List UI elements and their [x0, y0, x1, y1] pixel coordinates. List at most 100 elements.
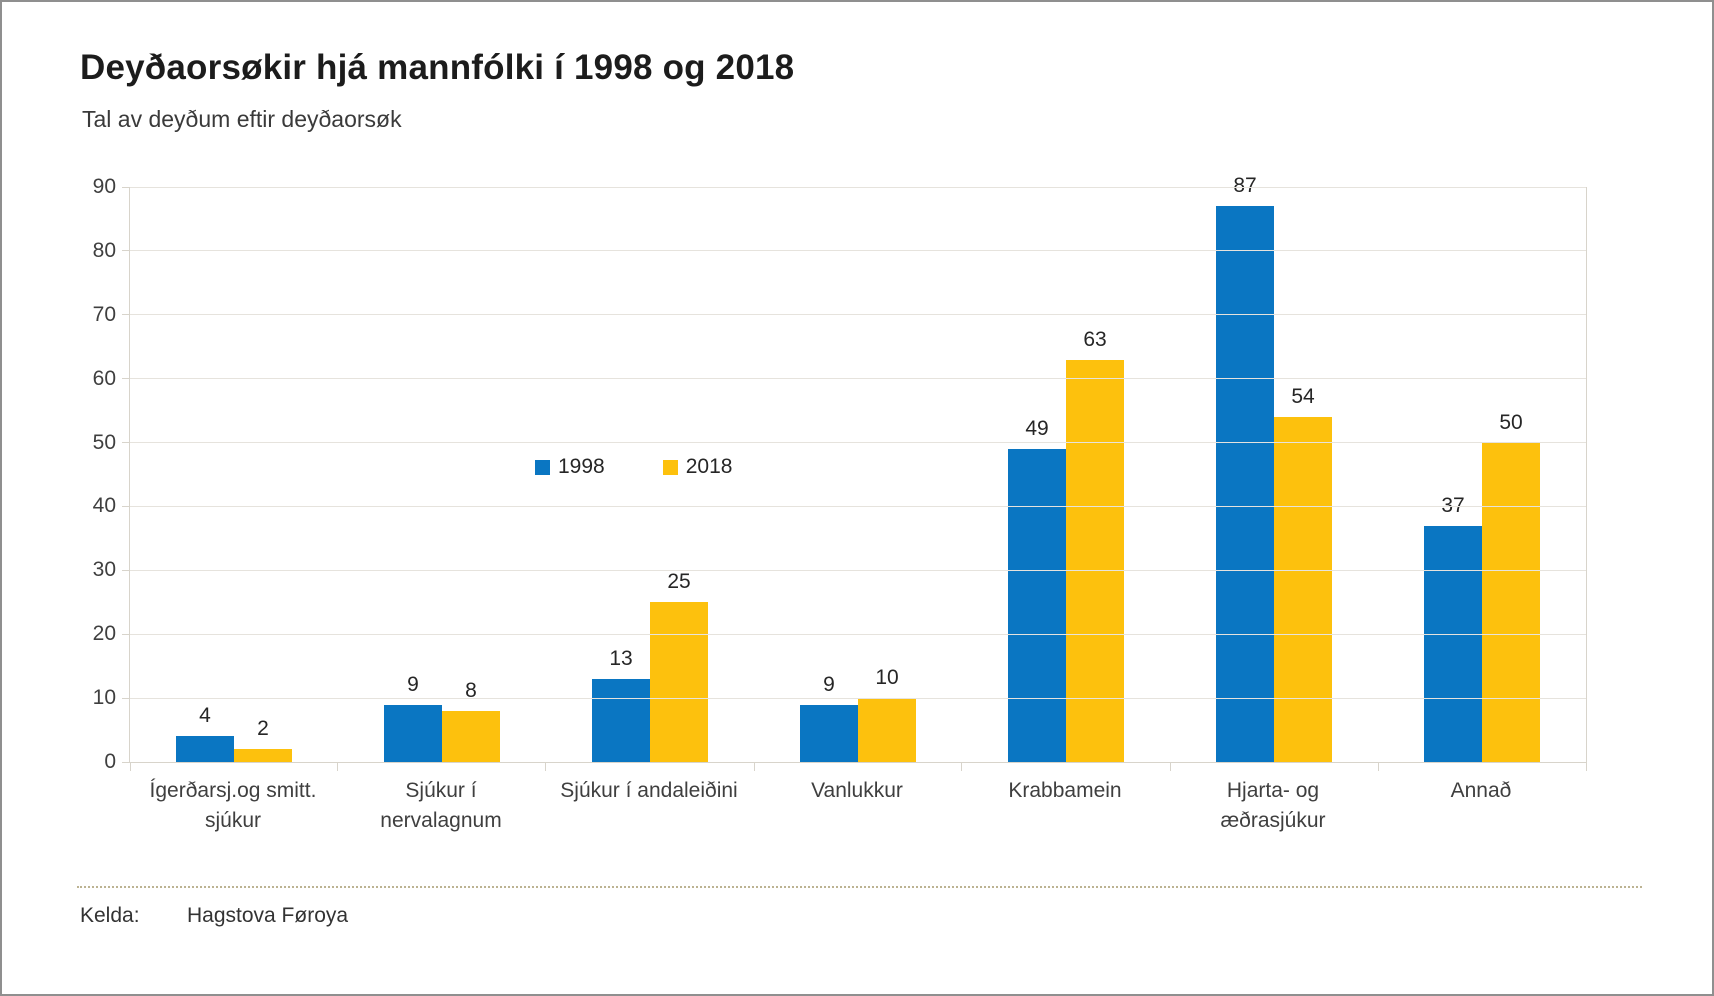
y-tick-40 — [122, 505, 130, 507]
value-label-1998: 4 — [199, 704, 211, 728]
chart-title: Deyðaorsøkir hjá mannfólki í 1998 og 201… — [80, 48, 795, 87]
gridline-60 — [130, 378, 1586, 380]
x-tick-0 — [129, 763, 131, 771]
y-tick-70 — [122, 314, 130, 316]
y-tick-60 — [122, 378, 130, 380]
bar-column-1998: 4 — [176, 187, 234, 762]
footer-separator — [77, 886, 1642, 888]
value-label-2018: 63 — [1083, 327, 1107, 351]
bar-column-2018: 2 — [234, 187, 292, 762]
y-axis: 0 10 20 30 40 50 60 70 80 90 — [60, 175, 116, 773]
bar-column-1998: 9 — [800, 187, 858, 762]
y-axis-label-50: 50 — [92, 430, 116, 454]
category-label: Sjúkur í nervalagnum — [380, 779, 502, 833]
y-tick-0 — [122, 761, 130, 763]
gridline-10 — [130, 697, 1586, 699]
bar-group: 49 63 — [962, 187, 1170, 762]
source-label: Kelda: — [80, 904, 140, 927]
value-label-2018: 8 — [465, 678, 477, 702]
bar-1998 — [1216, 206, 1274, 762]
legend-swatch-icon — [662, 459, 678, 475]
source-value: Hagstova Føroya — [187, 904, 349, 927]
x-tick-2 — [545, 763, 547, 771]
chart-subtitle: Tal av deyðum eftir deyðaorsøk — [82, 106, 402, 132]
legend-label: 1998 — [558, 455, 605, 478]
y-axis-label-10: 10 — [92, 686, 116, 710]
gridline-70 — [130, 314, 1586, 316]
category-label: Vanlukkur — [811, 779, 903, 802]
bar-2018 — [1066, 359, 1124, 762]
value-label-1998: 49 — [1025, 416, 1049, 440]
y-axis-label-40: 40 — [92, 494, 116, 518]
y-tick-50 — [122, 442, 130, 444]
bar-column-1998: 9 — [384, 187, 442, 762]
x-tick-4 — [961, 763, 963, 771]
category-label: Annað — [1450, 779, 1512, 802]
bar-1998 — [592, 678, 650, 762]
bar-column-2018: 10 — [858, 187, 916, 762]
x-tick-6 — [1377, 763, 1379, 771]
bar-1998 — [1008, 448, 1066, 762]
y-tick-10 — [122, 697, 130, 699]
value-label-2018: 25 — [667, 570, 691, 594]
category-label: Sjúkur í andaleiðini — [560, 779, 738, 802]
bar-2018 — [1274, 417, 1332, 762]
y-axis-label-30: 30 — [92, 558, 116, 582]
value-label-1998: 87 — [1233, 174, 1257, 198]
value-label-1998: 13 — [609, 646, 633, 670]
y-axis-label-70: 70 — [92, 302, 116, 326]
bar-group: 37 50 — [1378, 187, 1586, 762]
gridline-20 — [130, 633, 1586, 635]
gridline-30 — [130, 569, 1586, 571]
value-label-1998: 37 — [1441, 493, 1465, 517]
y-tick-20 — [122, 633, 130, 635]
bar-column-1998: 49 — [1008, 187, 1066, 762]
value-label-1998: 9 — [407, 672, 419, 696]
legend-label: 2018 — [685, 455, 733, 478]
y-axis-label-80: 80 — [92, 238, 116, 262]
x-tick-3 — [753, 763, 755, 771]
bar-2018 — [858, 698, 916, 762]
y-axis-label-60: 60 — [92, 366, 116, 390]
plot-area: 4 2 9 8 13 25 9 10 49 63 87 54 37 50 1998 2018 — [122, 174, 1587, 771]
value-label-2018: 10 — [875, 666, 899, 690]
legend: 1998 2018 — [535, 455, 732, 479]
x-tick-7 — [1585, 763, 1587, 771]
gridline-80 — [130, 250, 1586, 252]
value-label-2018: 2 — [257, 717, 269, 741]
bar-column-1998: 37 — [1424, 187, 1482, 762]
category-label: Ígerðarsj.og smitt. sjúkur — [149, 779, 317, 833]
value-label-2018: 50 — [1499, 410, 1523, 434]
gridline-50 — [130, 442, 1586, 444]
bar-2018 — [234, 749, 292, 762]
bar-1998 — [1424, 525, 1482, 762]
bar-2018 — [650, 602, 708, 762]
legend-item-2018: 2018 — [662, 455, 733, 479]
y-axis-label-0: 0 — [104, 750, 116, 773]
category-label: Krabbamein — [1008, 779, 1122, 802]
x-axis-category-labels: Ígerðarsj.og smitt. sjúkur Sjúkur í nerva… — [129, 776, 1585, 837]
bar-2018 — [442, 710, 500, 762]
legend-swatch-icon — [535, 459, 550, 475]
y-axis-label-20: 20 — [92, 622, 116, 646]
bar-column-1998: 13 — [592, 187, 650, 762]
y-tick-90 — [122, 186, 130, 188]
bar-1998 — [176, 736, 234, 762]
y-axis-label-90: 90 — [92, 175, 116, 198]
x-tick-5 — [1169, 763, 1171, 771]
bar-group: 9 10 — [754, 187, 962, 762]
bar-2018 — [1482, 442, 1540, 762]
bar-column-2018: 25 — [650, 187, 708, 762]
bar-column-2018: 63 — [1066, 187, 1124, 762]
bar-column-2018: 54 — [1274, 187, 1332, 762]
gridline-40 — [130, 505, 1586, 507]
y-tick-30 — [122, 569, 130, 571]
value-label-1998: 9 — [823, 672, 835, 696]
legend-item-1998: 1998 — [535, 455, 605, 479]
gridline-90 — [130, 186, 1586, 188]
bar-1998 — [800, 704, 858, 762]
bar-groups: 4 2 9 8 13 25 9 10 49 63 87 54 37 50 — [130, 174, 1586, 762]
bar-column-2018: 8 — [442, 187, 500, 762]
